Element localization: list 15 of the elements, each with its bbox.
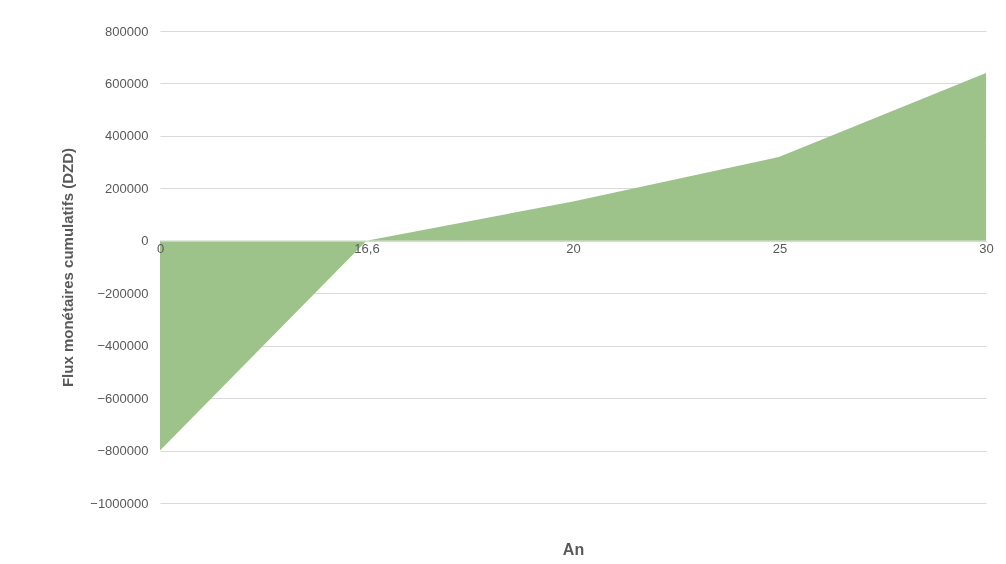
y-tick-label: 400000 bbox=[105, 128, 149, 144]
x-axis-title: An bbox=[562, 540, 585, 558]
y-tick-label: −800000 bbox=[97, 443, 149, 459]
y-tick-label: −200000 bbox=[97, 285, 149, 301]
y-tick-label: −400000 bbox=[97, 338, 149, 354]
x-tick-label: 30 bbox=[979, 241, 994, 257]
x-tick-label: 20 bbox=[566, 241, 581, 257]
y-tick-label: −600000 bbox=[97, 390, 149, 406]
y-tick-label: 200000 bbox=[105, 180, 149, 196]
y-axis-title: Flux monétaires cumulatifs (DZD) bbox=[59, 147, 77, 388]
y-tick-label: 800000 bbox=[105, 23, 149, 39]
y-tick-label: −1000000 bbox=[90, 495, 149, 511]
y-tick-label: 600000 bbox=[105, 75, 149, 91]
x-tick-label: 16,6 bbox=[354, 241, 380, 257]
x-tick-label: 25 bbox=[772, 241, 788, 257]
